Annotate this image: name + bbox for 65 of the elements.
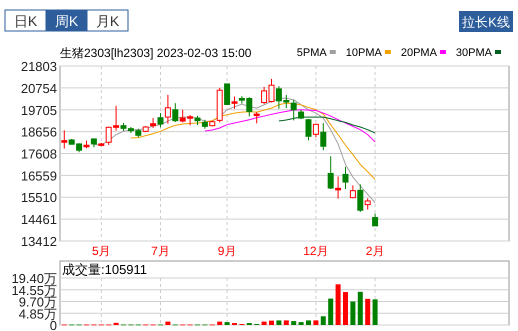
bar [336,284,341,325]
bar [350,302,356,325]
candlestick [194,115,200,126]
candlestick [335,176,342,200]
bar [372,299,378,325]
y-tick-label: 16559 [20,168,57,184]
y-tick-label: 19705 [20,102,57,118]
candlestick [231,96,238,110]
candlestick [254,112,260,124]
candlestick [298,109,304,120]
bar [268,320,274,325]
text: 周K [54,13,79,29]
candlestick [320,122,326,151]
bar [328,298,334,325]
candlestick [172,102,178,123]
y-tick-label: 20754 [20,80,57,96]
x-tick-label: 12月 [303,244,329,258]
bar [298,322,304,325]
x-tick-label: 7月 [151,244,170,258]
bar [276,320,282,325]
bar [217,322,222,325]
x-tick-label: 5月 [92,244,111,258]
y-tick-label: 18656 [20,124,57,140]
candlestick [290,99,297,121]
text: 日K [14,13,38,29]
bar [306,320,311,325]
y-tick-label: 17608 [20,146,57,162]
y-tick-label: 21803 [20,59,57,74]
bar [365,298,370,325]
candlestick [342,166,348,190]
chart-title: 生猪2303[lh2303] 2023-02-03 15:00 [60,46,252,60]
bar [320,316,326,325]
bar [284,320,289,325]
candlestick [150,118,156,129]
y-tick-label: 13412 [20,234,57,249]
legend-label: 20PMA [400,47,438,59]
candlestick [357,184,364,212]
bar [313,320,318,325]
candlestick [312,123,319,138]
y-tick-label: 14461 [20,212,57,228]
text: 月K [96,13,120,29]
legend-label: 10PMA [346,47,382,59]
candlestick [328,156,334,190]
candlestick [372,213,378,226]
x-tick-label: 9月 [218,244,236,258]
candlestick [224,83,230,106]
y-tick-label: 19.40万 [11,271,57,286]
candlestick [305,118,312,141]
candlestick [364,198,371,210]
legend-label: 30PMA [456,47,493,59]
y-tick-label: 15510 [20,190,57,206]
text: 拉长K线 [462,14,510,30]
bar [291,321,296,325]
bar [358,292,363,325]
candlestick [157,112,164,128]
bar [165,322,170,325]
candlestick [61,130,68,150]
candlestick [350,184,356,199]
legend-label: 5PMA [296,47,328,59]
candlestick [164,94,171,124]
bar [342,292,348,325]
bar [224,322,230,325]
chart-title: 成交量:105911 [62,262,148,277]
x-tick-label: 2月 [366,244,384,258]
bar [262,322,267,325]
